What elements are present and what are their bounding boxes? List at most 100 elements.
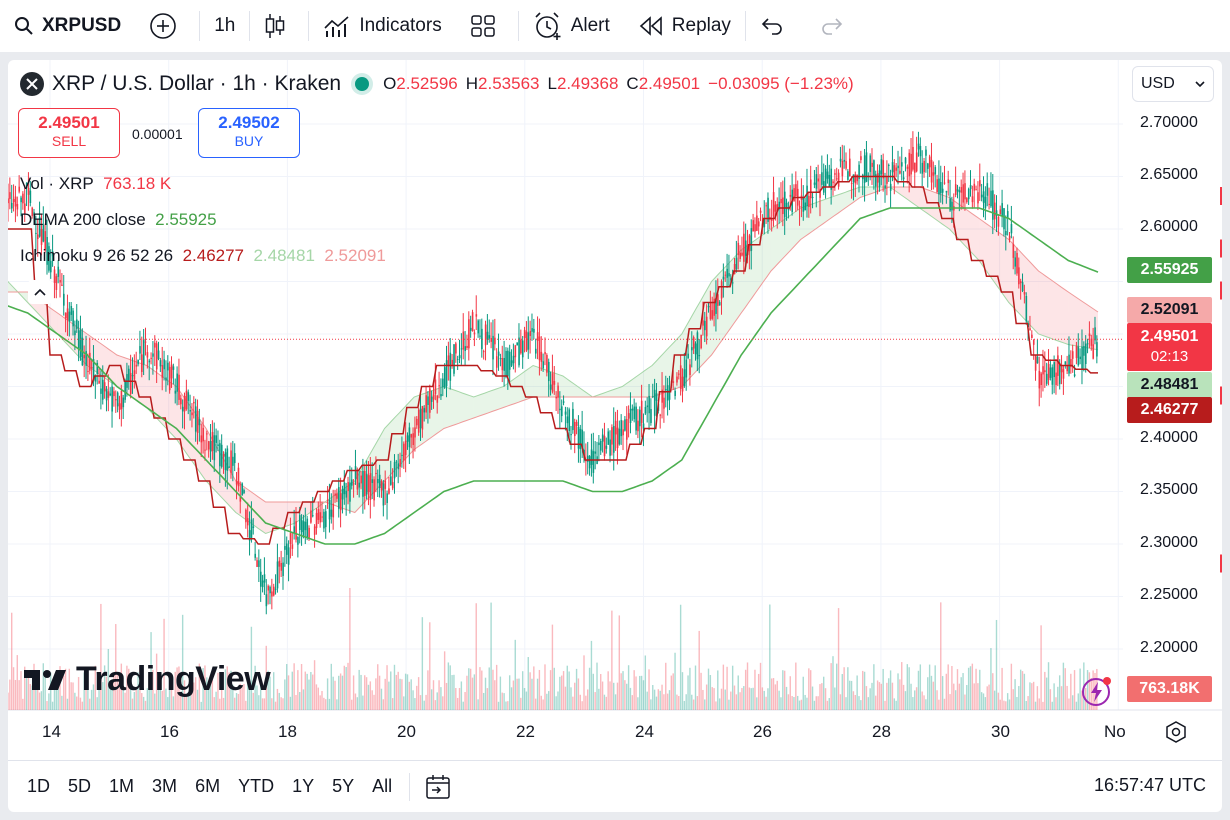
candle-body bbox=[180, 398, 182, 405]
currency-select[interactable]: USD bbox=[1132, 66, 1214, 102]
candle-body bbox=[770, 218, 773, 221]
candle-body bbox=[371, 479, 374, 483]
buy-label: BUY bbox=[234, 133, 264, 149]
replay-button[interactable]: Replay bbox=[624, 0, 745, 52]
chart-type-button[interactable] bbox=[250, 0, 308, 52]
candle-body bbox=[317, 509, 320, 520]
dema-legend[interactable]: DEMA 200 close 2.55925 bbox=[20, 210, 217, 230]
chart-panel[interactable]: XRP / U.S. Dollar · 1h · Kraken O 2.52596… bbox=[8, 60, 1222, 812]
time-axis-label: 28 bbox=[872, 722, 891, 741]
volume-bar bbox=[600, 674, 602, 710]
range-3m[interactable]: 3M bbox=[152, 776, 178, 796]
candle-body bbox=[479, 335, 481, 337]
chart-settings-button[interactable] bbox=[1164, 720, 1188, 749]
volume-bar bbox=[1062, 662, 1065, 710]
alert-button[interactable]: Alert bbox=[519, 0, 624, 52]
collapse-legend-button[interactable] bbox=[28, 280, 52, 304]
volume-bar bbox=[594, 692, 596, 710]
candle-body bbox=[640, 400, 643, 423]
candle-body bbox=[915, 152, 918, 172]
range-5y[interactable]: 5Y bbox=[332, 776, 355, 796]
candle-body bbox=[765, 205, 767, 207]
buy-button[interactable]: 2.49502 BUY bbox=[198, 108, 300, 158]
volume-bar bbox=[77, 677, 80, 710]
volume-bar bbox=[984, 697, 987, 710]
volume-bar bbox=[627, 665, 630, 710]
range-ytd[interactable]: YTD bbox=[238, 776, 275, 796]
volume-bar bbox=[689, 667, 691, 710]
candle-body bbox=[652, 396, 654, 398]
volume-bar bbox=[1077, 693, 1079, 710]
symbol-title[interactable]: XRP / U.S. Dollar · 1h · Kraken bbox=[52, 72, 342, 95]
candle-body bbox=[895, 167, 898, 171]
candle-body bbox=[419, 408, 422, 429]
candle-body bbox=[399, 458, 401, 467]
volume-bar bbox=[889, 670, 892, 710]
candle-body bbox=[477, 320, 479, 334]
range-all[interactable]: All bbox=[372, 776, 393, 796]
volume-bar bbox=[544, 664, 546, 710]
candle-body bbox=[469, 327, 472, 331]
layouts-button[interactable] bbox=[456, 0, 518, 52]
range-5d[interactable]: 5D bbox=[68, 776, 92, 796]
compare-symbol-button[interactable] bbox=[135, 0, 199, 52]
range-1m[interactable]: 1M bbox=[109, 776, 135, 796]
candle-body bbox=[241, 483, 244, 496]
volume-bar bbox=[425, 694, 427, 710]
volume-bar bbox=[1081, 690, 1083, 710]
volume-bar bbox=[1044, 671, 1046, 710]
volume-bar bbox=[31, 685, 33, 710]
range-1y[interactable]: 1Y bbox=[292, 776, 315, 796]
volume-bar bbox=[364, 675, 366, 710]
candle-body bbox=[373, 479, 375, 501]
candle-body bbox=[778, 201, 781, 210]
range-6m[interactable]: 6M bbox=[195, 776, 221, 796]
candle-body bbox=[100, 388, 102, 394]
volume-bar bbox=[523, 687, 526, 710]
candle-body bbox=[378, 474, 381, 489]
candle-body bbox=[893, 165, 896, 181]
sell-button[interactable]: 2.49501 SELL bbox=[18, 108, 120, 158]
open-key: O bbox=[383, 74, 397, 93]
volume-bar bbox=[774, 684, 777, 710]
calendar-arrow-icon bbox=[426, 774, 450, 799]
price-chart[interactable] bbox=[8, 60, 1222, 760]
ichimoku-legend[interactable]: Ichimoku 9 26 52 26 2.46277 2.48481 2.52… bbox=[20, 246, 386, 266]
volume-bar bbox=[843, 667, 845, 710]
volume-bar bbox=[29, 683, 31, 710]
ai-assistant-button[interactable] bbox=[1080, 674, 1114, 713]
volume-legend[interactable]: Vol · XRP 763.18 K bbox=[20, 174, 171, 194]
interval-button[interactable]: 1h bbox=[200, 0, 249, 52]
utc-clock[interactable]: 16:57:47 UTC bbox=[1093, 775, 1206, 795]
volume-bar bbox=[115, 624, 117, 710]
time-axis-label: 26 bbox=[753, 722, 772, 741]
undo-button[interactable] bbox=[746, 0, 806, 52]
volume-bar bbox=[796, 695, 799, 710]
go-to-date-button[interactable] bbox=[424, 773, 452, 801]
candle-body bbox=[698, 355, 701, 357]
redo-button[interactable] bbox=[806, 0, 866, 52]
indicators-button[interactable]: Indicators bbox=[309, 0, 455, 52]
volume-bar bbox=[609, 681, 611, 710]
tradingview-logo[interactable]: TradingView bbox=[22, 660, 271, 699]
volume-bar bbox=[215, 691, 217, 710]
candle-body bbox=[438, 385, 440, 387]
volume-bar bbox=[438, 680, 440, 710]
volume-bar bbox=[828, 698, 830, 710]
volume-bar bbox=[72, 682, 74, 710]
volume-bar bbox=[618, 615, 621, 710]
candle-body bbox=[16, 203, 19, 210]
volume-bar bbox=[53, 684, 56, 710]
volume-bar bbox=[1045, 677, 1048, 710]
ichimoku-conversion-line bbox=[8, 175, 1098, 545]
buy-price: 2.49502 bbox=[218, 113, 280, 132]
candle-body bbox=[759, 210, 762, 213]
candle-body bbox=[733, 263, 736, 275]
volume-bar bbox=[397, 671, 399, 710]
candle-body bbox=[443, 367, 446, 388]
symbol-search[interactable]: XRPUSD bbox=[0, 0, 135, 52]
volume-bar bbox=[886, 682, 888, 710]
range-1d[interactable]: 1D bbox=[27, 776, 51, 796]
volume-bar bbox=[8, 692, 9, 710]
candle-body bbox=[417, 409, 420, 433]
